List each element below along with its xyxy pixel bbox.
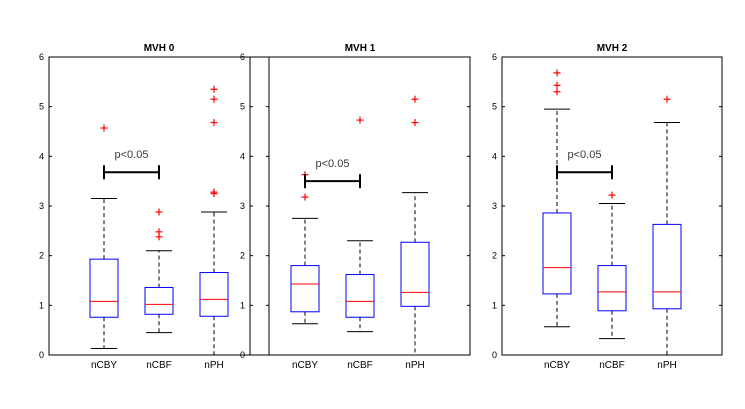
iqr-box [144, 286, 174, 315]
outlier-point [210, 188, 218, 196]
panel-mvh-2: MVH 2 0 1 2 3 4 5 6 nCBY nCBF nPH p<0.05 [492, 43, 723, 371]
y-tick-label: 5 [240, 102, 245, 112]
x-tick-label: nCBF [347, 360, 373, 371]
y-tick-label: 5 [492, 102, 497, 112]
outlier-point [553, 81, 561, 89]
x-tick-label: nPH [405, 360, 424, 371]
iqr-box [597, 265, 627, 312]
significance-bracket: p<0.05 [103, 149, 160, 180]
outlier-point [608, 191, 616, 199]
iqr-box [345, 274, 375, 318]
significance-bracket: p<0.05 [556, 149, 613, 180]
x-tick-label: nCBF [599, 360, 625, 371]
box-ncby [89, 124, 119, 350]
x-tick-label: nPH [657, 360, 676, 371]
chart-title: MVH 1 [345, 43, 376, 54]
iqr-box [199, 272, 229, 317]
x-tick-label: nCBY [91, 360, 117, 371]
outlier-point [210, 95, 218, 103]
p-value-label: p<0.05 [316, 158, 350, 170]
box-nph [199, 85, 229, 356]
outlier-point [553, 88, 561, 96]
panel-mvh-1: MVH 1 0 1 2 3 4 5 6 nCBY nCBF nPH p<0.05 [240, 43, 471, 371]
outlier-point [663, 95, 671, 103]
iqr-box [290, 265, 320, 313]
outlier-point [155, 208, 163, 216]
y-tick-label: 4 [240, 151, 245, 161]
y-tick-label: 5 [39, 102, 44, 112]
outlier-point [301, 193, 309, 201]
x-tick-label: nCBF [146, 360, 172, 371]
box-ncbf [597, 191, 627, 340]
chart-title: MVH 0 [144, 43, 175, 54]
y-tick-label: 0 [492, 350, 497, 360]
x-tick-label: nCBY [292, 360, 318, 371]
y-tick-label: 0 [240, 350, 245, 360]
box-ncby [542, 69, 572, 328]
y-tick-label: 2 [39, 251, 44, 261]
box-ncby [290, 171, 320, 325]
box-nph [400, 95, 430, 356]
y-tick-label: 1 [240, 300, 245, 310]
y-tick-label: 4 [492, 151, 497, 161]
axes-frame [249, 56, 471, 356]
y-tick-label: 3 [240, 201, 245, 211]
box-ncbf [345, 116, 375, 333]
y-tick-label: 1 [39, 300, 44, 310]
iqr-box [89, 258, 119, 318]
outlier-point [100, 124, 108, 132]
x-tick-label: nPH [204, 360, 223, 371]
y-tick-label: 6 [492, 52, 497, 62]
significance-bracket: p<0.05 [304, 158, 361, 189]
outlier-point [411, 95, 419, 103]
panel-mvh-0: MVH 0 0 1 2 3 4 5 6 nCBY nCBF nPH p<0.05 [39, 43, 270, 371]
y-tick-label: 6 [240, 52, 245, 62]
outlier-point [155, 228, 163, 236]
outlier-point [553, 69, 561, 77]
y-tick-label: 2 [492, 251, 497, 261]
y-tick-label: 1 [492, 300, 497, 310]
y-tick-label: 0 [39, 350, 44, 360]
box-nph [652, 95, 682, 356]
p-value-label: p<0.05 [568, 149, 602, 161]
y-tick-label: 2 [240, 251, 245, 261]
iqr-box [652, 223, 682, 310]
y-tick-label: 6 [39, 52, 44, 62]
outlier-point [356, 116, 364, 124]
outlier-point [210, 85, 218, 93]
box-ncbf [144, 208, 174, 334]
outlier-point [210, 119, 218, 127]
chart-title: MVH 2 [597, 43, 628, 54]
y-tick-label: 3 [492, 201, 497, 211]
y-tick-label: 4 [39, 151, 44, 161]
y-tick-label: 3 [39, 201, 44, 211]
iqr-box [400, 241, 430, 307]
p-value-label: p<0.05 [115, 149, 149, 161]
axes-frame [501, 56, 723, 356]
iqr-box [542, 212, 572, 295]
x-tick-label: nCBY [544, 360, 570, 371]
axes-frame [48, 56, 270, 356]
outlier-point [411, 119, 419, 127]
